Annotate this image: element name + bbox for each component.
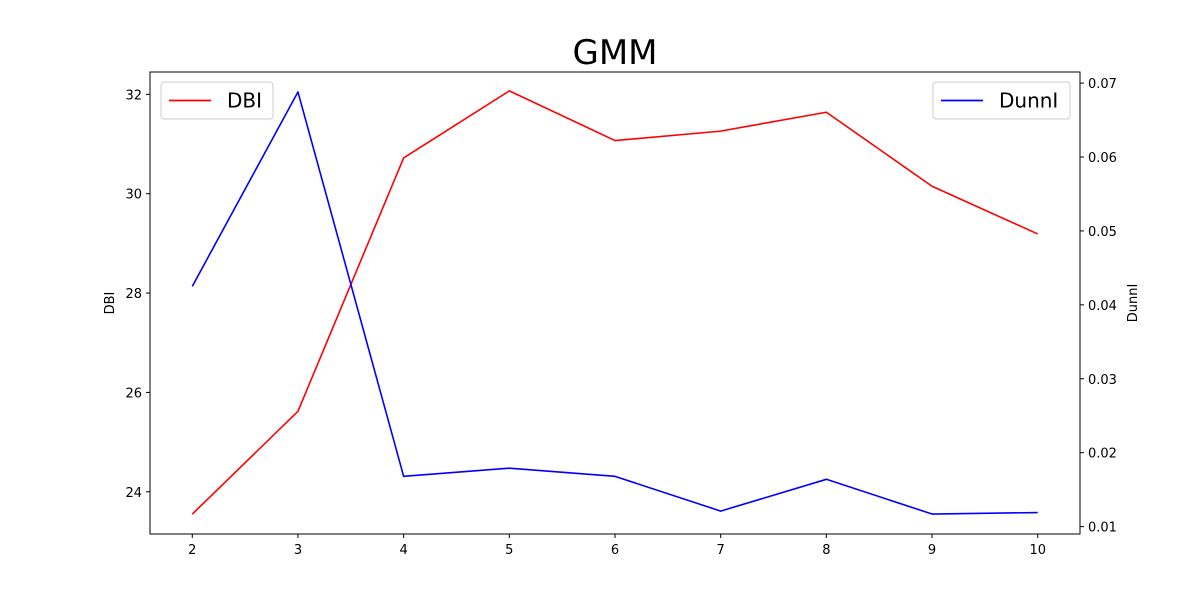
x-axis: 2 3 4 5 6 7 8 9 10 bbox=[188, 534, 1046, 558]
y-axis-right: 0.01 0.02 0.03 0.04 0.05 0.06 0.07 bbox=[1080, 77, 1117, 536]
y-tick-label: 24 bbox=[125, 486, 142, 501]
y2-tick-label: 0.07 bbox=[1088, 77, 1117, 92]
chart-title: GMM bbox=[572, 33, 657, 73]
y-axis-left: 24 26 28 30 32 bbox=[125, 88, 150, 501]
series-line-dbi bbox=[191, 90, 1039, 515]
x-tick-label: 10 bbox=[1029, 543, 1046, 558]
y-tick-label: 32 bbox=[125, 88, 142, 103]
legend-box bbox=[932, 81, 1071, 120]
series-line-dunni bbox=[191, 91, 1038, 515]
y-tick-label: 30 bbox=[125, 188, 142, 203]
series-layer bbox=[191, 90, 1039, 515]
x-tick-label: 6 bbox=[611, 543, 619, 558]
legend-upper-right: DunnI bbox=[932, 81, 1071, 120]
y-tick-label: 26 bbox=[125, 386, 142, 401]
x-tick-label: 5 bbox=[505, 543, 513, 558]
x-tick-label: 7 bbox=[717, 543, 725, 558]
x-tick-label: 4 bbox=[399, 543, 407, 558]
y-tick-label: 28 bbox=[125, 287, 142, 302]
legend-label: DunnI bbox=[999, 89, 1058, 113]
y2-tick-label: 0.06 bbox=[1088, 151, 1117, 166]
x-tick-label: 9 bbox=[928, 543, 936, 558]
y2-tick-label: 0.02 bbox=[1088, 447, 1117, 462]
legend-upper-left: DBI bbox=[160, 81, 274, 120]
x-tick-label: 8 bbox=[822, 543, 830, 558]
y2-tick-label: 0.03 bbox=[1088, 373, 1117, 388]
y2-tick-label: 0.05 bbox=[1088, 225, 1117, 240]
y2-tick-label: 0.04 bbox=[1088, 299, 1117, 314]
legend-box bbox=[160, 81, 274, 120]
x-tick-label: 3 bbox=[294, 543, 302, 558]
y2-tick-label: 0.01 bbox=[1088, 521, 1117, 536]
y-axis-right-title: DunnI bbox=[1126, 284, 1141, 323]
y-axis-left-title: DBI bbox=[103, 292, 118, 315]
legend-label: DBI bbox=[227, 89, 262, 113]
legend-layer: DBI DunnI bbox=[160, 81, 1071, 120]
x-tick-label: 2 bbox=[188, 543, 196, 558]
